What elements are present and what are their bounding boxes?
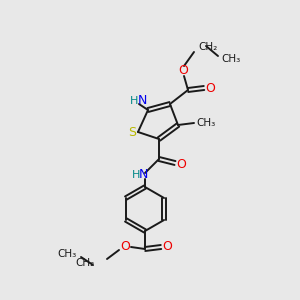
Text: O: O [176,158,186,170]
Text: H: H [132,170,140,180]
Text: O: O [205,82,215,94]
Text: CH₃: CH₃ [221,54,240,64]
Text: O: O [162,241,172,254]
Text: CH₃: CH₃ [58,249,77,259]
Text: CH₂: CH₂ [198,42,217,52]
Text: CH₂: CH₂ [76,258,95,268]
Text: S: S [128,127,136,140]
Text: H: H [130,96,138,106]
Text: O: O [120,241,130,254]
Text: O: O [178,64,188,76]
Text: CH₃: CH₃ [196,118,216,128]
Text: N: N [138,169,148,182]
Text: N: N [137,94,147,107]
